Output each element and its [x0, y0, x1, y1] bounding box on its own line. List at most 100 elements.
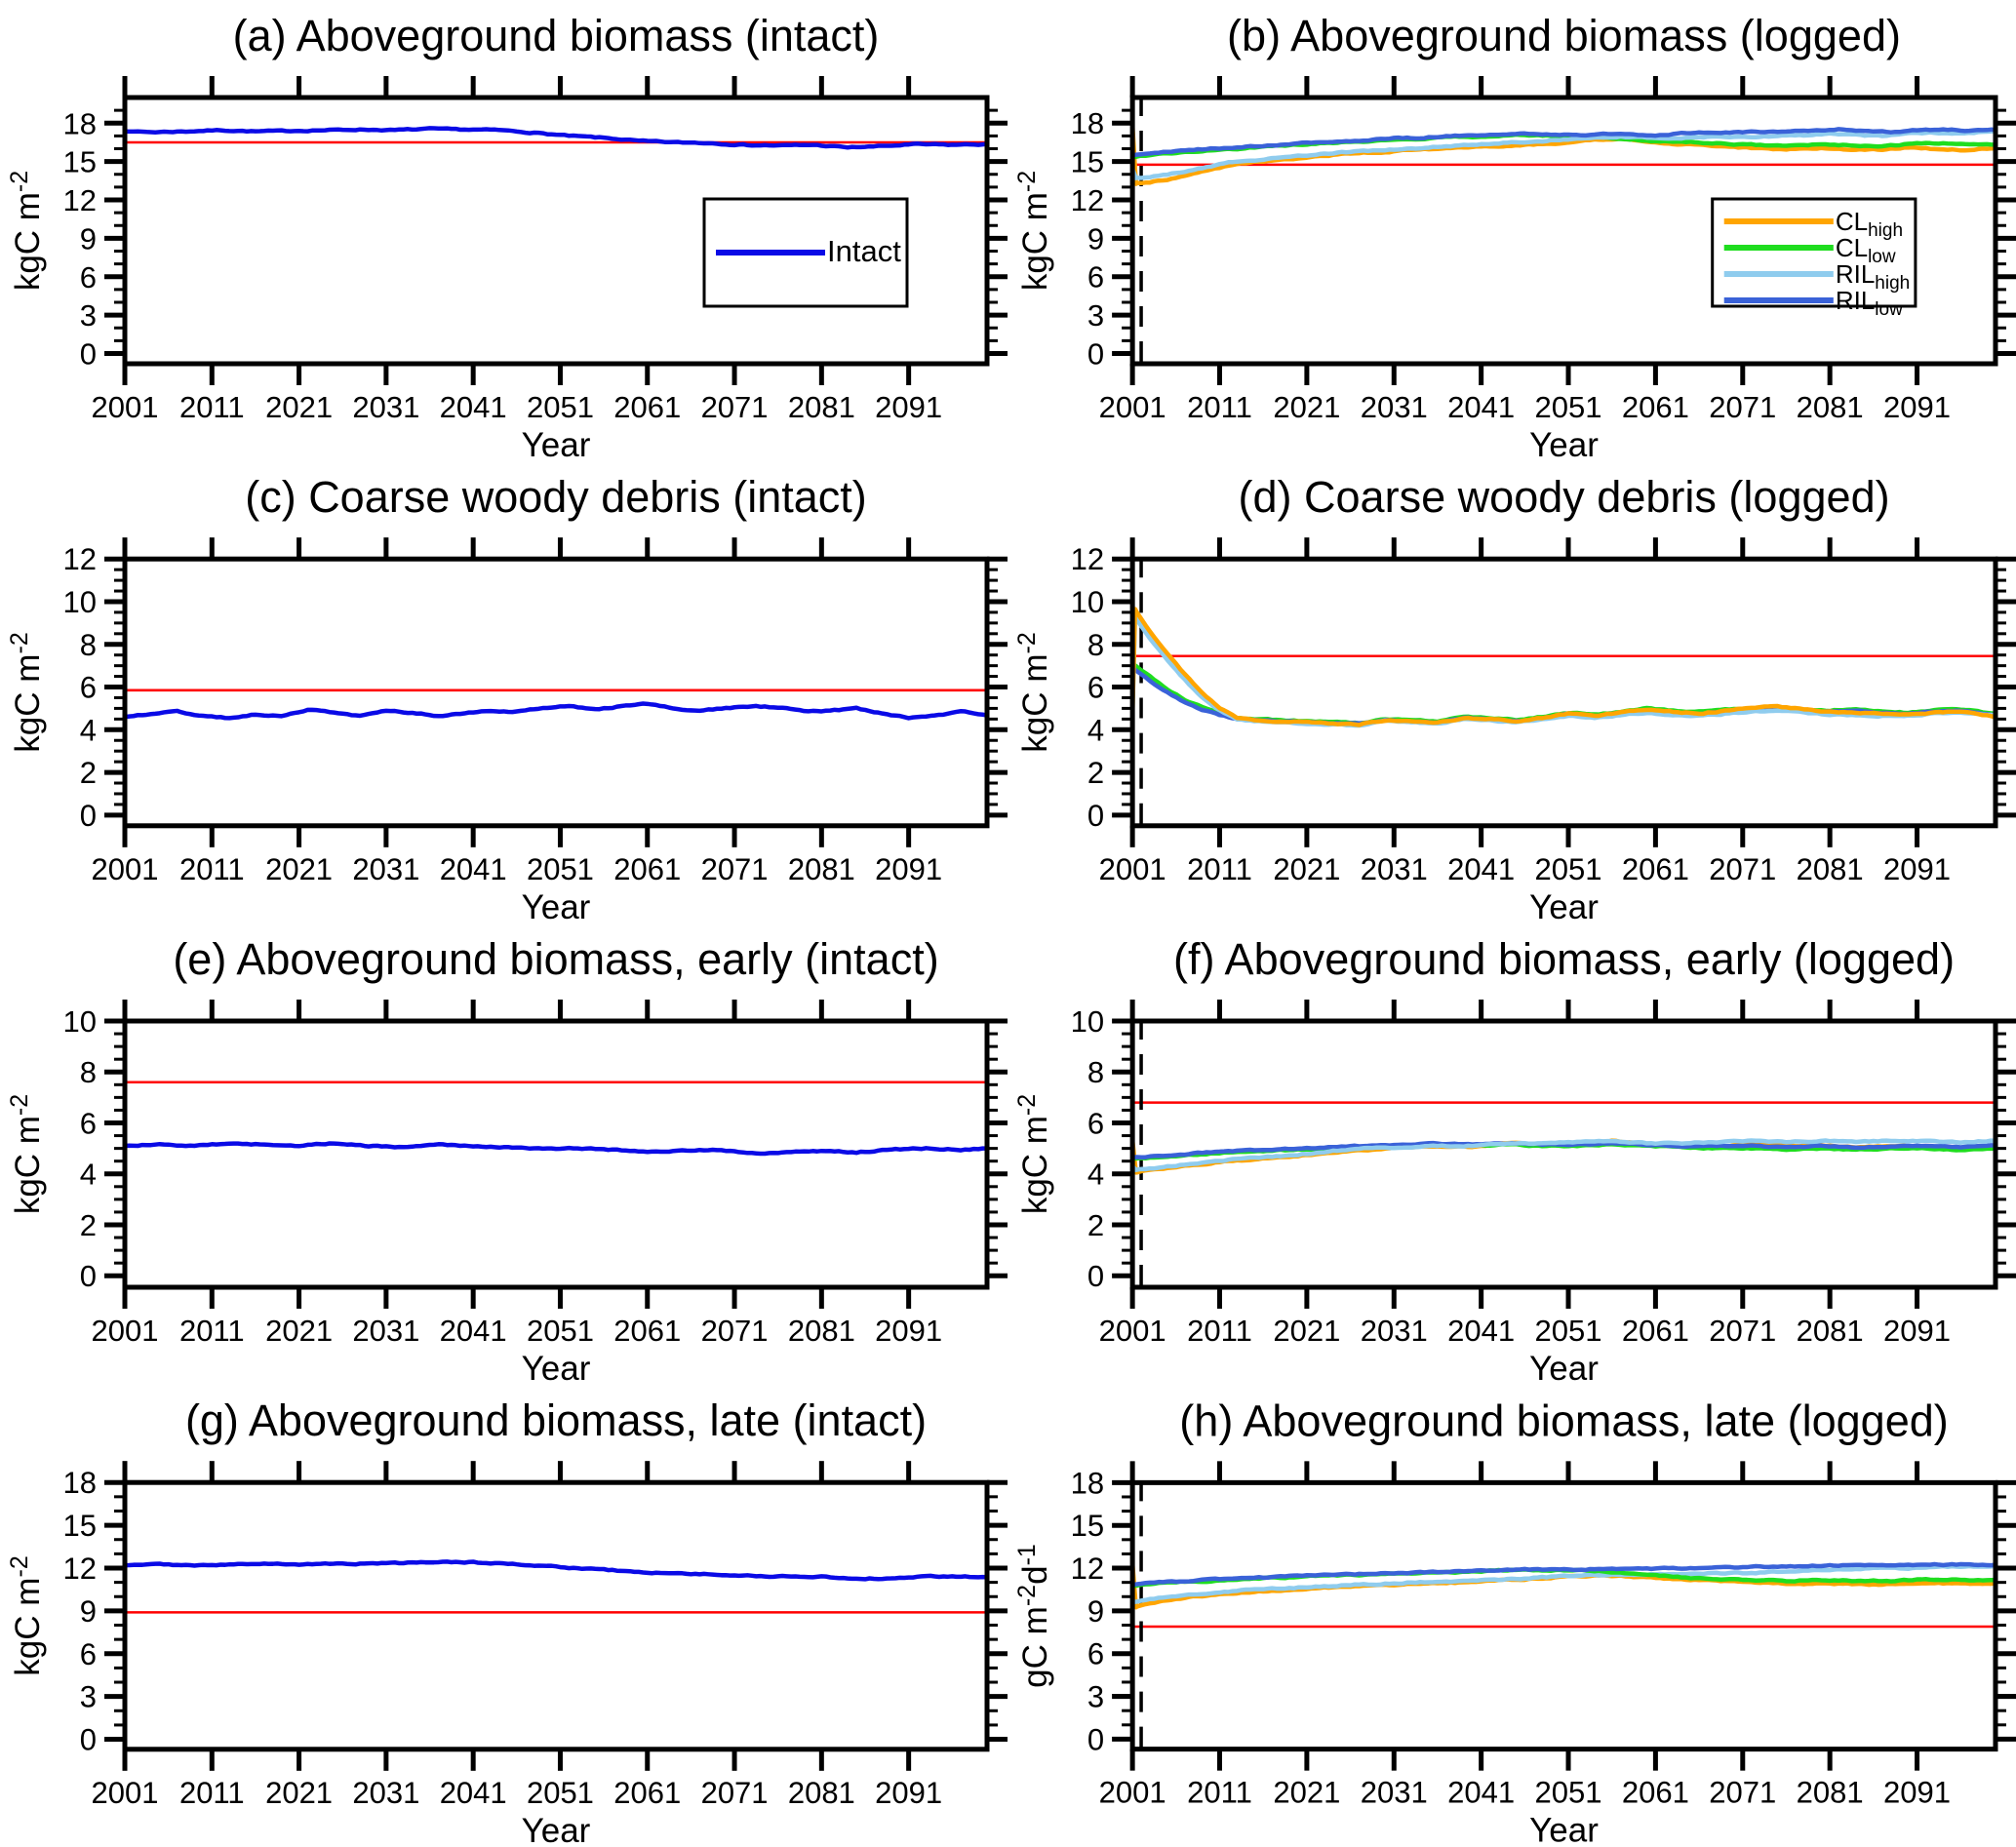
x-axis-label: Year: [1529, 1350, 1599, 1385]
series-line-RIL_high: [1132, 1563, 1996, 1605]
y-tick-label: 0: [80, 1259, 97, 1293]
x-axis-label: Year: [522, 426, 591, 461]
y-tick-label: 2: [1087, 756, 1104, 790]
x-tick-label: 2031: [1361, 852, 1428, 886]
y-axis-label: kgC m-2: [6, 171, 47, 291]
panel-a-aboveground-biomass-intact: 2001 2011 2021 2031 2041 2051 2061 2071 2081 2091…: [0, 0, 1008, 461]
y-tick-label: 0: [80, 337, 97, 372]
x-tick-label: 2021: [1273, 1776, 1340, 1810]
y-tick-label: 12: [63, 1552, 97, 1586]
y-tick-label: 18: [1071, 106, 1105, 140]
x-tick-label: 2091: [1883, 1776, 1951, 1810]
y-tick-label: 9: [1087, 221, 1104, 255]
plot-frame: [122, 1018, 990, 1290]
y-tick-label: 15: [1071, 145, 1105, 179]
panel-g-chart: 2001 2011 2021 2031 2041 2051 2061 2071 2081 2091…: [6, 1395, 1008, 1847]
y-tick-label: 12: [1071, 183, 1105, 217]
y-tick-label: 12: [63, 183, 97, 217]
x-tick-label: 2051: [527, 1314, 594, 1348]
plot-frame: [122, 556, 990, 829]
y-tick-label: 15: [1071, 1509, 1105, 1543]
x-tick-label: 2071: [1709, 1314, 1776, 1348]
x-tick-label: 2041: [1447, 852, 1515, 886]
x-axis-label: Year: [522, 888, 591, 924]
panel-b-aboveground-biomass-logged: 2001 2011 2021 2031 2041 2051 2061 2071 2081 2091…: [1008, 0, 2016, 461]
x-tick-label: 2001: [92, 852, 159, 886]
legend-label: CLhigh: [1836, 207, 1903, 241]
series-line-Intact: [125, 1141, 987, 1157]
x-tick-label: 2041: [1447, 390, 1515, 424]
series-line-RIL_low: [1132, 127, 1996, 158]
panel-title: (a) Aboveground biomass (intact): [233, 11, 880, 60]
panel-e-aboveground-biomass-early-intact: 2001 2011 2021 2031 2041 2051 2061 2071 2081 2091…: [0, 924, 1008, 1385]
x-tick-label: 2011: [179, 1776, 245, 1810]
y-tick-label: 4: [80, 1158, 97, 1192]
x-tick-label: 2061: [1622, 852, 1689, 886]
y-tick-label: 18: [1071, 1466, 1105, 1500]
panel-title: (c) Coarse woody debris (intact): [245, 472, 866, 522]
x-tick-label: 2001: [1099, 852, 1166, 886]
x-tick-label: 2011: [1187, 852, 1252, 886]
y-axis-label: gC m-2d-1: [1013, 1544, 1054, 1688]
y-tick-label: 4: [1087, 1158, 1104, 1192]
x-tick-label: 2041: [1447, 1314, 1515, 1348]
legend-box: [1711, 197, 1917, 308]
panel-d-chart: 2001 2011 2021 2031 2041 2051 2061 2071 2081 2091…: [1013, 472, 2016, 924]
x-tick-label: 2021: [1273, 1314, 1340, 1348]
y-tick-label: 8: [80, 1055, 97, 1089]
x-tick-label: 2071: [701, 852, 769, 886]
x-tick-label: 2091: [1883, 390, 1951, 424]
y-tick-label: 12: [1071, 542, 1105, 576]
y-tick-label: 15: [63, 145, 97, 179]
x-tick-label: 2091: [875, 390, 942, 424]
x-tick-label: 2021: [265, 1776, 333, 1810]
x-tick-label: 2081: [788, 1314, 855, 1348]
y-tick-label: 6: [1087, 1107, 1104, 1141]
series-line-RIL_high: [1132, 1138, 1996, 1173]
x-tick-label: 2001: [92, 1314, 159, 1348]
y-tick-label: 12: [1071, 1552, 1105, 1586]
x-tick-label: 2011: [1187, 1314, 1252, 1348]
legend-label: RILlow: [1836, 286, 1903, 320]
series-line-CL_high: [1132, 607, 1996, 727]
y-tick-label: 2: [80, 756, 97, 790]
series-line-Intact: [125, 126, 987, 150]
y-tick-label: 2: [1087, 1208, 1104, 1242]
y-tick-label: 6: [80, 671, 97, 705]
series-line-RIL_high: [1132, 129, 1996, 180]
x-tick-label: 2031: [1361, 1776, 1428, 1810]
y-tick-label: 6: [80, 1106, 97, 1140]
plot-frame: [1129, 95, 1998, 367]
x-tick-label: 2081: [788, 390, 855, 424]
x-tick-label: 2051: [1535, 852, 1602, 886]
x-tick-label: 2041: [1447, 1776, 1515, 1810]
x-tick-label: 2031: [352, 1314, 419, 1348]
x-tick-label: 2051: [527, 852, 594, 886]
y-tick-label: 0: [1087, 1722, 1104, 1756]
y-tick-label: 8: [1087, 1055, 1104, 1089]
x-tick-label: 2031: [1361, 1314, 1428, 1348]
x-axis-label: Year: [522, 1812, 591, 1847]
plot-frame: [122, 1479, 990, 1752]
y-tick-label: 10: [63, 585, 97, 619]
y-tick-label: 8: [80, 628, 97, 662]
panel-title: (f) Aboveground biomass, early (logged): [1173, 934, 1955, 984]
y-tick-label: 6: [1087, 1637, 1104, 1671]
x-tick-label: 2081: [1797, 1776, 1864, 1810]
x-tick-label: 2011: [1187, 390, 1252, 424]
y-tick-label: 9: [80, 1594, 97, 1629]
x-tick-label: 2051: [1535, 1314, 1602, 1348]
panel-f-chart: 2001 2011 2021 2031 2041 2051 2061 2071 2081 2091…: [1013, 934, 2016, 1385]
x-tick-label: 2011: [1187, 1776, 1252, 1810]
y-axis-label: kgC m-2: [6, 1555, 47, 1676]
panel-g-aboveground-biomass-late-intact: 2001 2011 2021 2031 2041 2051 2061 2071 2081 2091…: [0, 1385, 1008, 1847]
y-tick-label: 18: [63, 106, 97, 140]
panel-d-coarse-woody-debris-logged: 2001 2011 2021 2031 2041 2051 2061 2071 2081 2091…: [1008, 461, 2016, 924]
legend: Intact: [702, 197, 909, 308]
panel-h-chart: 2001 2011 2021 2031 2041 2051 2061 2071 2081 2091…: [1013, 1395, 2016, 1847]
x-tick-label: 2061: [613, 1776, 681, 1810]
legend-label: RILhigh: [1836, 259, 1910, 294]
x-tick-label: 2071: [1709, 1776, 1776, 1810]
x-tick-label: 2061: [1622, 390, 1689, 424]
